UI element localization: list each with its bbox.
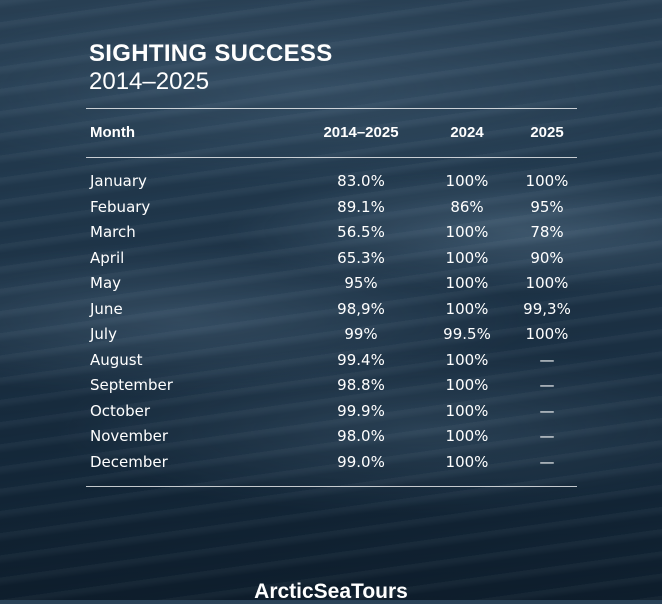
month-cell: Febuary <box>90 197 151 216</box>
value-2025-cell: 100% <box>525 325 569 343</box>
value-2025-cell: — <box>539 376 555 394</box>
value-2014-2025-cell: 65.3% <box>337 248 385 267</box>
value-2014-2025-cell: 56.5% <box>337 223 385 241</box>
table-bottom-divider <box>86 486 577 487</box>
value-2014-2025-cell: 98.8% <box>337 376 385 394</box>
value-2014-2025-cell: 98.0% <box>337 427 385 445</box>
header-2025: 2025 <box>530 124 564 141</box>
value-2024-cell: 100% <box>445 452 489 471</box>
month-cell: March <box>90 223 136 241</box>
value-2014-2025-cell: 89.1% <box>337 197 385 216</box>
month-cell: January <box>90 172 147 190</box>
value-2024-cell: 86% <box>450 197 484 216</box>
month-cell: October <box>90 401 151 420</box>
table-header-divider <box>86 157 577 158</box>
value-2024-cell: 100% <box>445 299 489 318</box>
page-subtitle: 2014–2025 <box>89 68 210 95</box>
value-2024-cell: 100% <box>445 427 489 445</box>
table-row: March 56.5% 100% 78% <box>0 223 662 248</box>
table-row: November 98.0% 100% — <box>0 427 662 452</box>
value-2025-cell: — <box>539 427 555 445</box>
month-cell: November <box>90 427 169 445</box>
value-2025-cell: 100% <box>525 274 569 292</box>
value-2014-2025-cell: 83.0% <box>337 172 385 190</box>
table-row: September 98.8% 100% — <box>0 376 662 401</box>
value-2025-cell: — <box>539 401 555 420</box>
table-row: October 99.9% 100% — <box>0 402 662 427</box>
value-2024-cell: 100% <box>445 172 489 190</box>
value-2025-cell: — <box>539 452 555 471</box>
page-title: SIGHTING SUCCESS <box>89 40 333 67</box>
value-2024-cell: 100% <box>445 274 489 292</box>
table-row: May 95% 100% 100% <box>0 274 662 299</box>
value-2025-cell: 78% <box>530 223 564 241</box>
value-2024-cell: 100% <box>445 223 489 241</box>
value-2024-cell: 100% <box>445 401 489 420</box>
table-row: August 99.4% 100% — <box>0 351 662 376</box>
table-top-divider <box>86 108 577 109</box>
value-2014-2025-cell: 99.0% <box>337 452 385 471</box>
table-row: January 83.0% 100% 100% <box>0 172 662 197</box>
value-2025-cell: — <box>539 350 555 369</box>
value-2024-cell: 100% <box>445 376 489 394</box>
table-row: June 98,9% 100% 99,3% <box>0 300 662 325</box>
table-row: December 99.0% 100% — <box>0 453 662 478</box>
month-cell: July <box>90 325 117 343</box>
month-cell: August <box>90 350 143 369</box>
value-2014-2025-cell: 99.9% <box>337 401 385 420</box>
table-row: April 65.3% 100% 90% <box>0 249 662 274</box>
header-2014-2025: 2014–2025 <box>323 124 399 141</box>
header-month: Month <box>90 124 135 141</box>
month-cell: December <box>90 452 168 471</box>
month-cell: April <box>90 248 125 267</box>
value-2014-2025-cell: 99.4% <box>337 350 385 369</box>
value-2014-2025-cell: 95% <box>344 274 378 292</box>
brand-logo: ArcticSeaTours <box>254 580 408 603</box>
value-2025-cell: 100% <box>525 172 569 190</box>
value-2024-cell: 100% <box>445 350 489 369</box>
value-2025-cell: 99,3% <box>523 299 571 318</box>
value-2014-2025-cell: 99% <box>344 325 378 343</box>
table-row: Febuary 89.1% 86% 95% <box>0 198 662 223</box>
table-row: July 99% 99.5% 100% <box>0 325 662 350</box>
month-cell: June <box>90 299 123 318</box>
value-2025-cell: 95% <box>530 197 564 216</box>
value-2014-2025-cell: 98,9% <box>337 299 385 318</box>
month-cell: May <box>90 274 122 292</box>
value-2024-cell: 99.5% <box>443 325 491 343</box>
value-2025-cell: 90% <box>530 248 564 267</box>
month-cell: September <box>90 376 173 394</box>
header-2024: 2024 <box>450 124 484 141</box>
value-2024-cell: 100% <box>445 248 489 267</box>
